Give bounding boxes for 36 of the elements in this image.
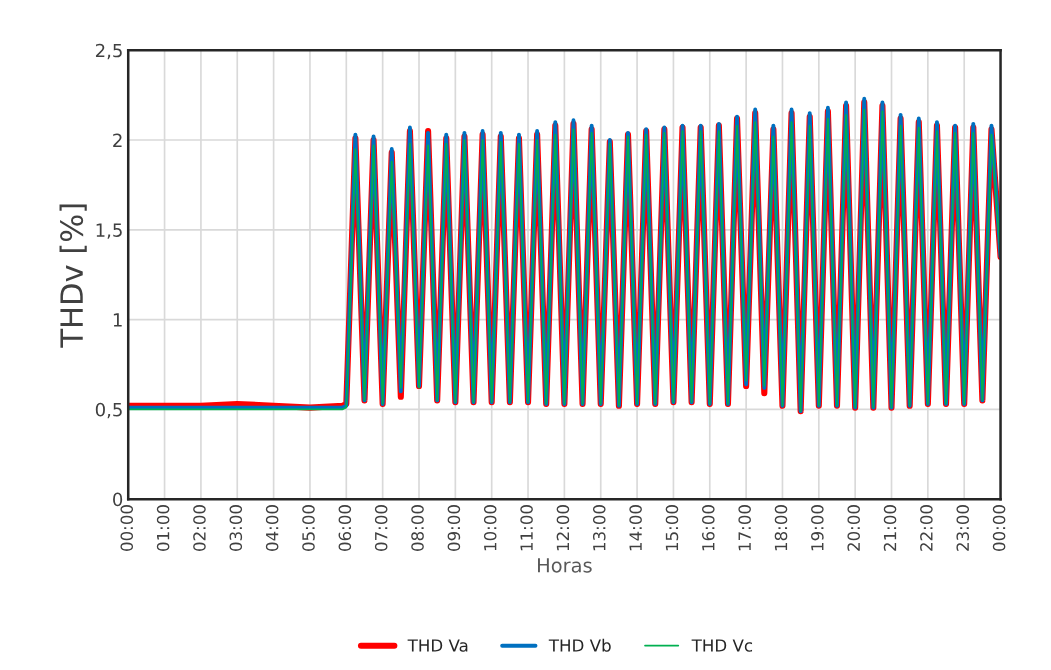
x-tick-label: 11:00	[520, 505, 533, 551]
legend-label: THD Va	[407, 639, 468, 652]
x-tick-label: 05:00	[302, 505, 315, 551]
x-tick-label: 23:00	[956, 505, 970, 551]
y-tick-label: 0,5	[95, 402, 122, 419]
y-tick-label: 1	[113, 313, 122, 327]
x-tick-label: 01:00	[156, 505, 170, 551]
x-tick-label: 20:00	[847, 505, 860, 551]
y-axis-title: THDv [%]	[59, 204, 87, 348]
x-tick-label: 13:00	[592, 505, 606, 551]
x-tick-label: 10:00	[483, 505, 497, 551]
x-tick-label: 00:00	[992, 505, 1006, 551]
x-tick-label: 12:00	[556, 505, 570, 551]
y-tick-label: 2	[113, 133, 122, 147]
x-tick-label: 18:00	[774, 505, 788, 551]
x-tick-label: 04:00	[265, 505, 279, 551]
legend-label: THD Vc	[691, 639, 753, 652]
y-tick-label: 2,5	[95, 43, 122, 60]
x-tick-label: 17:00	[738, 505, 751, 551]
y-tick-label: 1,5	[96, 223, 122, 239]
x-tick-label: 06:00	[338, 505, 352, 551]
x-tick-label: 02:00	[193, 505, 206, 551]
x-tick-label: 14:00	[629, 505, 642, 551]
y-tick-label: 0	[113, 492, 123, 507]
x-tick-label: 09:00	[447, 505, 461, 551]
legend-label: THD Vb	[548, 638, 611, 652]
x-tick-label: 22:00	[920, 505, 933, 551]
x-tick-label: 00:00	[120, 505, 134, 551]
x-axis-title: Horas	[538, 558, 592, 573]
x-tick-label: 19:00	[811, 505, 824, 551]
x-tick-label: 21:00	[883, 505, 897, 551]
x-tick-label: 16:00	[702, 505, 715, 551]
x-tick-label: 07:00	[374, 505, 388, 551]
x-tick-label: 08:00	[411, 505, 424, 551]
x-tick-label: 15:00	[665, 505, 679, 551]
x-tick-label: 03:00	[229, 505, 243, 551]
